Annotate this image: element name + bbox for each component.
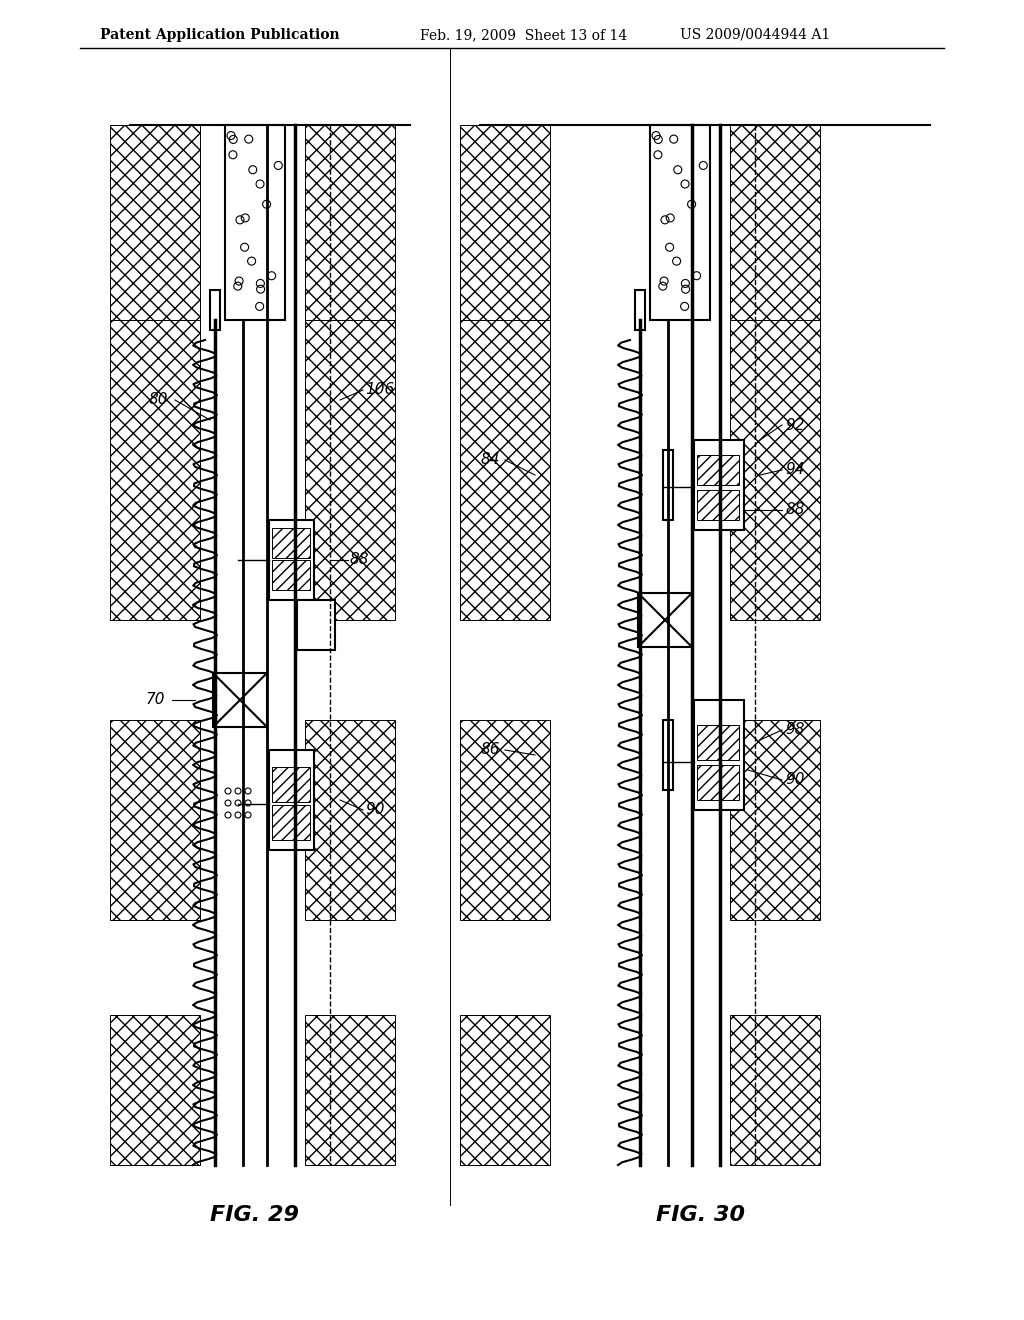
Bar [694,700,744,810]
Bar [110,719,200,920]
Bar [225,125,285,319]
Bar [730,1015,820,1166]
Text: 84: 84 [480,453,500,467]
Bar [269,750,314,850]
Text: Patent Application Publication: Patent Application Publication [100,28,340,42]
Bar [663,719,673,789]
Text: 98: 98 [785,722,805,738]
Bar [697,455,739,484]
Bar [697,725,739,760]
Text: US 2009/0044944 A1: US 2009/0044944 A1 [680,28,830,42]
Text: FIG. 30: FIG. 30 [655,1205,744,1225]
Bar [697,766,739,800]
Text: 94: 94 [785,462,805,478]
Text: 90: 90 [785,772,805,788]
Bar [663,450,673,520]
Text: 92: 92 [785,417,805,433]
Bar [210,290,220,330]
Bar [110,1015,200,1166]
Bar [305,319,395,620]
Text: 86: 86 [480,742,500,758]
Bar [305,719,395,920]
Bar [460,1015,550,1166]
Bar [635,290,645,330]
Bar [460,719,550,920]
Bar [730,719,820,920]
Text: 88: 88 [785,503,805,517]
Bar [305,125,395,319]
Bar [694,440,744,531]
Text: FIG. 29: FIG. 29 [211,1205,299,1225]
Bar [697,490,739,520]
Text: 90: 90 [365,803,384,817]
Text: 70: 70 [145,693,165,708]
Bar [272,560,310,590]
Text: Feb. 19, 2009  Sheet 13 of 14: Feb. 19, 2009 Sheet 13 of 14 [420,28,628,42]
Bar [730,125,820,319]
Bar [110,125,200,319]
Bar [297,601,335,649]
Text: 88: 88 [350,553,370,568]
Bar [272,528,310,558]
Bar [305,1015,395,1166]
Bar [460,319,550,620]
Bar [272,805,310,840]
Bar [460,125,550,319]
Bar [638,593,692,647]
Bar [730,319,820,620]
Text: 106: 106 [365,383,394,397]
Bar [110,319,200,620]
Text: 80: 80 [148,392,168,408]
Bar [213,673,267,727]
Bar [650,125,710,319]
Bar [269,520,314,601]
Bar [272,767,310,803]
